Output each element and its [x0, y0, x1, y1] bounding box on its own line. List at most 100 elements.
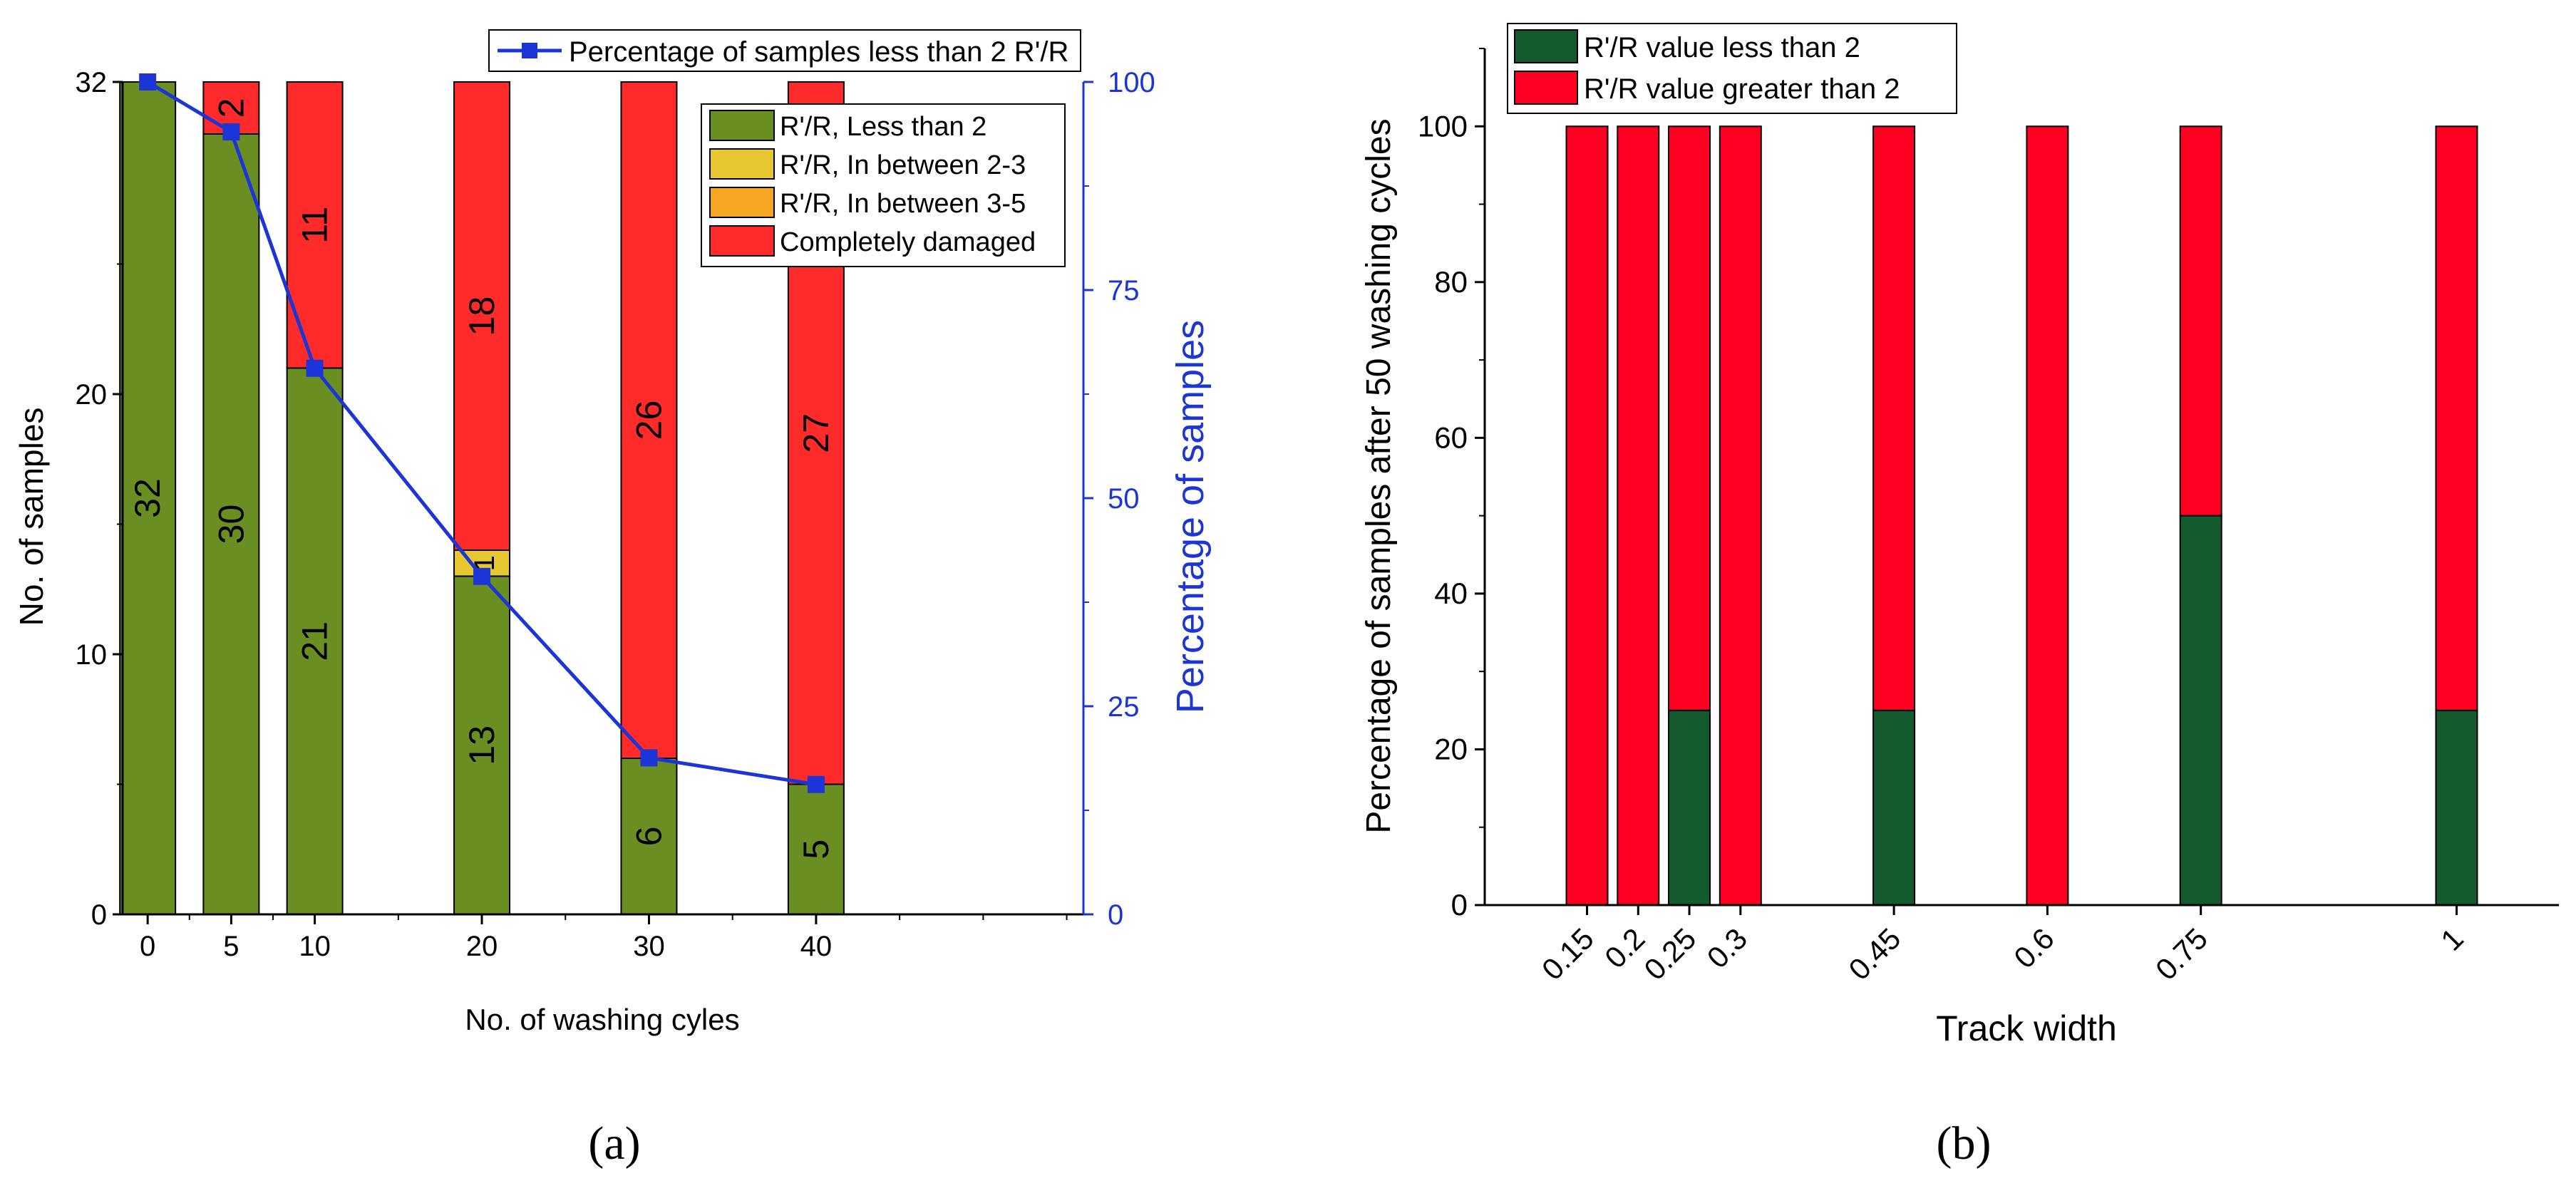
- panel-b-xtick-label-0.6: 0.6: [2007, 921, 2061, 975]
- panel-a-line-legend: Percentage of samples less than 2 R'/R: [488, 29, 1081, 72]
- bar-b-0.15-s1: [1565, 125, 1609, 907]
- panel-a-line-legend-box: [488, 29, 1081, 72]
- panel-a-y2-axis-title: Percentage of samples: [1169, 320, 1212, 713]
- bar-a-10-s0: [286, 367, 344, 915]
- legend-swatch-completely-damaged: [709, 225, 775, 257]
- panel-a-y2tick-label-75: 75: [1108, 275, 1140, 306]
- panel-a-ytick-label-10: 10: [76, 639, 108, 671]
- bar-b-0.25-s0: [1668, 709, 1711, 906]
- panel-b-xtick-label-0.3: 0.3: [1701, 921, 1754, 975]
- bar-b-1-s1: [2435, 125, 2478, 711]
- panel-a-ytick-label-32: 32: [76, 67, 108, 98]
- line-a-marker-20: [473, 567, 491, 585]
- legend-swatch-b-less-than-2: [1514, 29, 1578, 63]
- panel-b-ytick-label-80: 80: [1434, 265, 1468, 299]
- bar-label-a-10-s3: 11: [295, 207, 335, 244]
- panel-b-ytick-label-40: 40: [1434, 577, 1468, 610]
- bar-label-a-20-s0: 13: [462, 725, 502, 765]
- bar-label-a-30-s3: 26: [629, 401, 669, 440]
- panel-b-y-axis-title: Percentage of samples after 50 washing c…: [1360, 118, 1398, 833]
- bar-a-20-s0: [453, 575, 511, 915]
- legend-label-between-3-5: R'/R, In between 3-5: [780, 189, 1026, 219]
- bar-label-a-20-s1: 1: [469, 555, 500, 571]
- bar-b-0.75-s0: [2179, 515, 2222, 906]
- bar-label-a-5-s3: 2: [211, 98, 251, 118]
- panel-a-ytick-label-0: 0: [91, 899, 107, 931]
- panel-a-xtick-label-30: 30: [633, 931, 665, 962]
- panel-a: 32 30 2 21 11 13 1 18 6 26 5 27 0 10 20 32 0 5 10 20 30 40 0 2…: [13, 29, 1212, 1169]
- panel-b-xtick-label-1: 1: [2434, 921, 2470, 957]
- bar-label-a-10-s0: 21: [295, 621, 335, 661]
- legend-swatch-b-greater-than-2: [1514, 71, 1578, 105]
- panel-b-xtick-label-0.45: 0.45: [1842, 921, 1907, 986]
- panel-a-xtick-label-0: 0: [140, 931, 155, 962]
- bar-label-a-5-s0: 30: [211, 505, 251, 544]
- legend-label-less-than-2: R'/R, Less than 2: [780, 112, 986, 142]
- legend-swatch-between-3-5: [709, 187, 775, 218]
- line-a-marker-40: [807, 775, 825, 793]
- bar-a-0-s0: [119, 81, 177, 915]
- bar-a-40-s0: [787, 783, 845, 915]
- bar-label-a-30-s0: 6: [629, 827, 669, 847]
- panel-b-xtick-label-0.25: 0.25: [1637, 921, 1702, 986]
- bar-label-a-40-s3: 27: [796, 413, 836, 453]
- panel-a-xtick-label-40: 40: [800, 931, 833, 962]
- bar-b-0.45-s0: [1872, 709, 1916, 906]
- panel-a-x-axis-title: No. of washing cyles: [465, 1003, 739, 1036]
- bar-b-1-s0: [2435, 709, 2478, 906]
- panel-b-legend-box: [1507, 23, 1957, 114]
- bar-a-30-s3: [620, 81, 678, 759]
- bar-b-0.45-s1: [1872, 125, 1916, 711]
- line-a-marker-30: [640, 749, 658, 767]
- panel-b-caption: (b): [1937, 1117, 1992, 1169]
- panel-a-percentage-line: [139, 73, 825, 793]
- line-a-marker-10: [306, 359, 324, 377]
- panel-b-xtick-label-0.75: 0.75: [2149, 921, 2214, 986]
- legend-label-b-greater-than-2: R'/R value greater than 2: [1584, 73, 1900, 105]
- line-a-marker-5: [222, 123, 240, 141]
- panel-a-xtick-label-10: 10: [299, 931, 331, 962]
- panel-a-ytick-label-20: 20: [76, 379, 108, 410]
- panel-b-x-axis-title: Track width: [1936, 1008, 2117, 1048]
- panel-a-y2tick-label-25: 25: [1108, 691, 1140, 723]
- panel-a-bar-labels: 32 30 2 21 11 13 1 18 6 26 5 27: [128, 98, 836, 859]
- legend-label-between-2-3: R'/R, In between 2-3: [780, 150, 1026, 180]
- panel-a-line-legend-label: Percentage of samples less than 2 R'/R: [569, 36, 1068, 68]
- panel-a-bars: [119, 81, 845, 915]
- panel-a-y-axis-title: No. of samples: [13, 408, 50, 626]
- bar-b-0.2-s1: [1617, 125, 1660, 907]
- bar-label-a-0-s0: 32: [128, 478, 168, 518]
- bar-a-20-s3: [453, 81, 511, 551]
- panel-a-line-legend-swatch-marker: [522, 43, 537, 58]
- bar-b-0.75-s1: [2179, 125, 2222, 517]
- line-a-marker-0: [139, 73, 157, 91]
- panel-a-caption: (a): [588, 1117, 640, 1169]
- bar-a-5-s0: [202, 133, 260, 915]
- panel-a-bar-legend: R'/R, Less than 2 R'/R, In between 2-3 R…: [701, 103, 1066, 267]
- legend-label-completely-damaged: Completely damaged: [780, 227, 1036, 257]
- panel-a-xtick-label-20: 20: [466, 931, 498, 962]
- panel-a-y2tick-label-50: 50: [1108, 483, 1140, 515]
- panel-b-xtick-label-0.15: 0.15: [1535, 921, 1600, 986]
- bar-b-0.6-s1: [2026, 125, 2069, 907]
- panel-a-y2tick-label-0: 0: [1108, 899, 1123, 931]
- panel-b-ytick-label-60: 60: [1434, 420, 1468, 454]
- panel-b-ytick-label-0: 0: [1451, 888, 1468, 921]
- panel-a-y2tick-label-100: 100: [1108, 67, 1155, 98]
- bar-b-0.3-s1: [1719, 125, 1762, 907]
- panel-b-ytick-label-20: 20: [1434, 732, 1468, 765]
- panel-b-bars: [1565, 125, 2478, 907]
- legend-label-b-less-than-2: R'/R value less than 2: [1584, 32, 1860, 63]
- bar-label-a-40-s0: 5: [796, 840, 836, 859]
- legend-swatch-less-than-2: [709, 110, 775, 141]
- panel-b-legend: R'/R value less than 2 R'/R value greate…: [1507, 23, 1957, 114]
- bar-label-a-20-s3: 18: [462, 296, 502, 336]
- panel-b-ytick-label-100: 100: [1418, 109, 1468, 143]
- panel-a-xtick-label-5: 5: [223, 931, 239, 962]
- bar-b-0.25-s1: [1668, 125, 1711, 711]
- legend-swatch-between-2-3: [709, 148, 775, 180]
- line-a-percentage: [146, 80, 817, 787]
